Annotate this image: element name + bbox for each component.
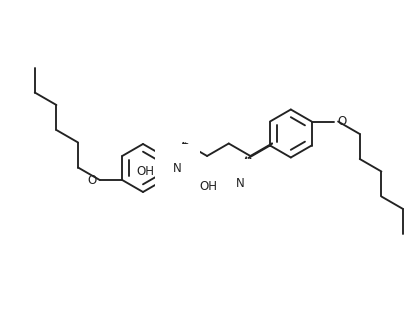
Text: O: O: [87, 173, 96, 186]
Text: N: N: [173, 162, 181, 175]
Text: N: N: [235, 176, 244, 190]
Text: O: O: [336, 115, 345, 128]
Text: OH: OH: [136, 165, 154, 178]
Text: OH: OH: [198, 179, 217, 193]
